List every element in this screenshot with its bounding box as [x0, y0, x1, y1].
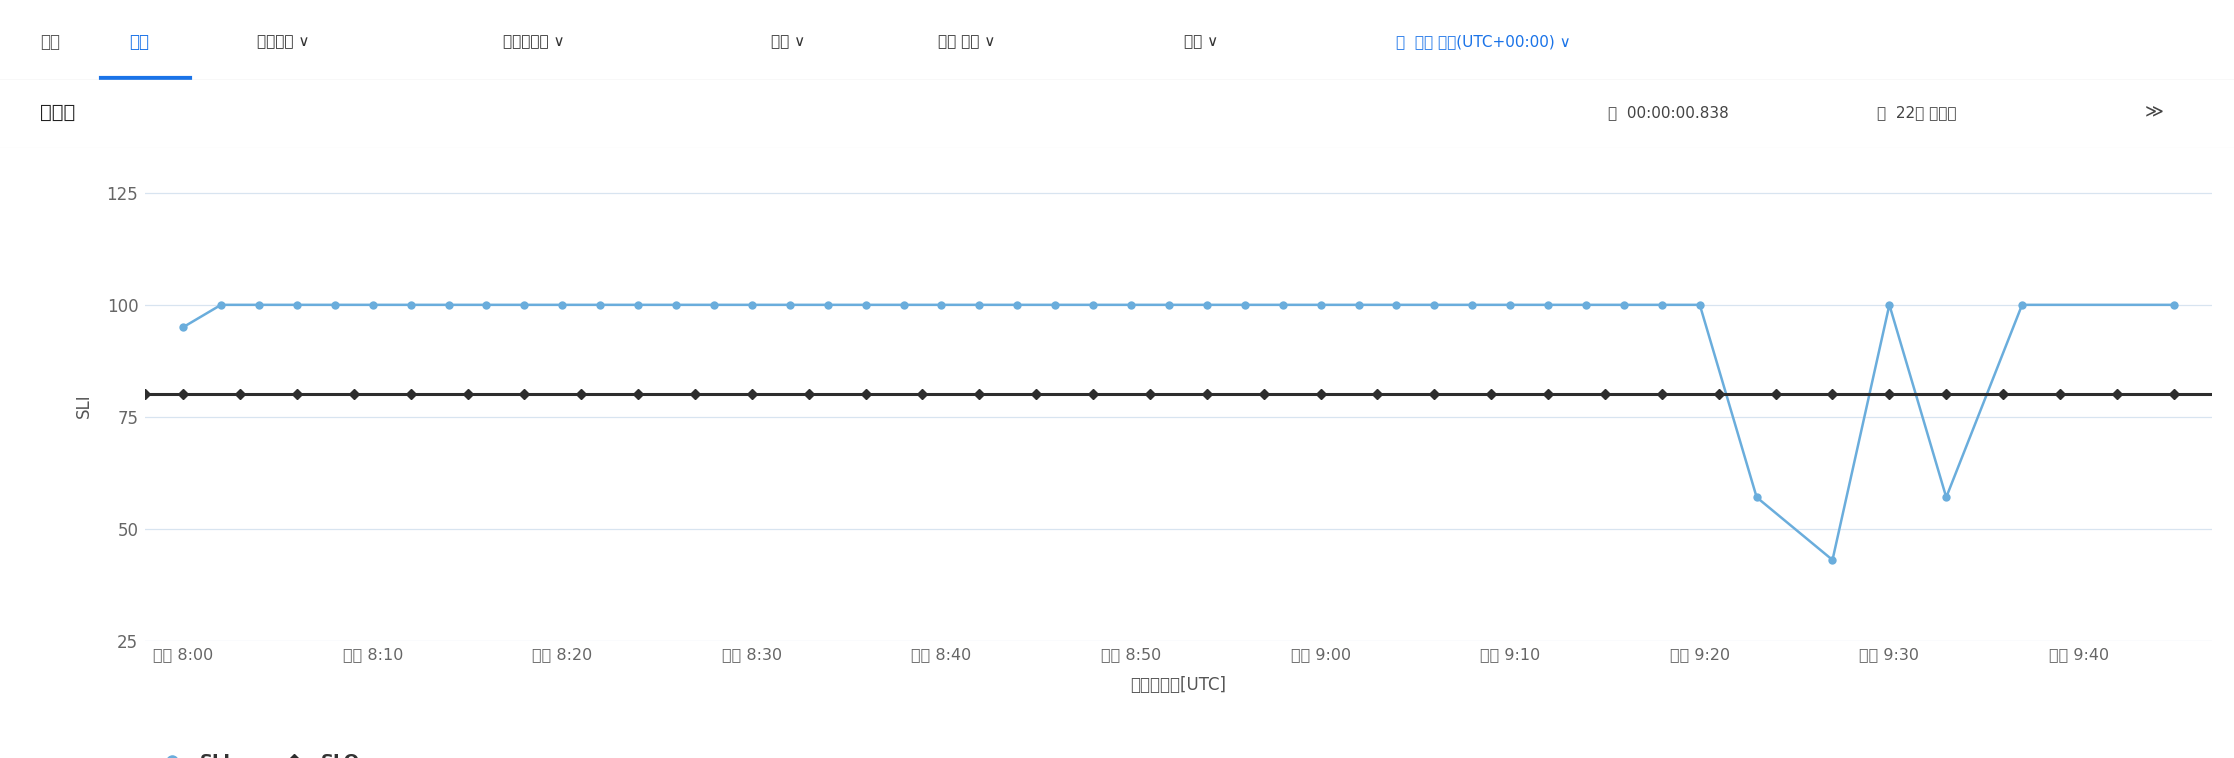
Text: ⏱  00:00:00.838: ⏱ 00:00:00.838: [1608, 105, 1729, 120]
SLI: [588, 300, 614, 309]
SLI: [1573, 300, 1600, 309]
SLI: [1079, 300, 1106, 309]
SLI: [739, 300, 766, 309]
Text: ≫: ≫: [2145, 103, 2163, 121]
SLI: [1383, 300, 1410, 309]
SLI: [1117, 300, 1144, 309]
SLI: [626, 300, 652, 309]
SLI: [1041, 300, 1068, 309]
SLI: [663, 300, 690, 309]
SLI: [170, 323, 197, 332]
SLI: [1231, 300, 1258, 309]
Text: 합계 ∨: 합계 ∨: [1184, 35, 1218, 49]
Y-axis label: SLI: SLI: [74, 393, 92, 418]
Text: 차트: 차트: [130, 33, 150, 51]
SLI: [474, 300, 500, 309]
SLI: [1877, 300, 1903, 309]
Text: 완료됨: 완료됨: [40, 103, 76, 122]
SLI: [1459, 300, 1486, 309]
SLI: [322, 300, 349, 309]
Text: 분할 기준 ∨: 분할 기준 ∨: [938, 35, 996, 49]
SLI: [1687, 300, 1713, 309]
SLI: [1497, 300, 1524, 309]
SLI: [1269, 300, 1296, 309]
SLI: [927, 300, 954, 309]
SLI: [1932, 493, 1959, 502]
SLI: [815, 300, 842, 309]
SLI: [777, 300, 804, 309]
SLI: [1421, 300, 1448, 309]
SLI: [1743, 493, 1769, 502]
SLI: [550, 300, 576, 309]
Text: ⏱  시간 표시(UTC+00:00) ∨: ⏱ 시간 표시(UTC+00:00) ∨: [1396, 35, 1571, 49]
SLI: [965, 300, 992, 309]
SLI: [436, 300, 462, 309]
SLI: [2160, 300, 2187, 309]
SLI: [1611, 300, 1638, 309]
SLI: [1307, 300, 1334, 309]
SLI: [1003, 300, 1030, 309]
SLI: [360, 300, 386, 309]
SLI: [398, 300, 424, 309]
Text: 타임스탬프 ∨: 타임스탬프 ∨: [503, 35, 565, 49]
Text: 전체 ∨: 전체 ∨: [771, 35, 804, 49]
Text: 결과: 결과: [40, 33, 60, 51]
X-axis label: 타임스탬프[UTC]: 타임스탬프[UTC]: [1130, 676, 1226, 694]
SLI: [1345, 300, 1372, 309]
SLI: [701, 300, 728, 309]
SLI: [1155, 300, 1182, 309]
SLI: [246, 300, 273, 309]
SLI: [1535, 300, 1562, 309]
Line: SLI: SLI: [179, 301, 2178, 564]
Text: ⬜  22개 레코드: ⬜ 22개 레코드: [1877, 105, 1957, 120]
SLI: [512, 300, 538, 309]
SLI: [2008, 300, 2035, 309]
SLI: [1649, 300, 1676, 309]
Text: 꺾은선형 ∨: 꺾은선형 ∨: [257, 35, 311, 49]
SLI: [851, 300, 878, 309]
SLI: [1818, 556, 1845, 565]
Legend: SLI, SLO: SLI, SLO: [154, 753, 360, 758]
SLI: [208, 300, 235, 309]
SLI: [284, 300, 311, 309]
SLI: [1193, 300, 1220, 309]
SLI: [889, 300, 916, 309]
